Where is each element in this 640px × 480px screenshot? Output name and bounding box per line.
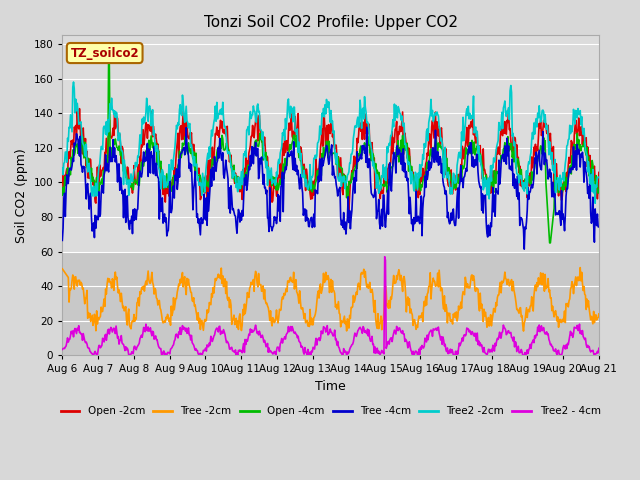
Legend: Open -2cm, Tree -2cm, Open -4cm, Tree -4cm, Tree2 -2cm, Tree2 - 4cm: Open -2cm, Tree -2cm, Open -4cm, Tree -4… [56, 402, 605, 420]
X-axis label: Time: Time [316, 380, 346, 393]
Bar [62, 252, 599, 355]
Text: TZ_soilco2: TZ_soilco2 [70, 47, 139, 60]
Y-axis label: Soil CO2 (ppm): Soil CO2 (ppm) [15, 148, 28, 243]
Title: Tonzi Soil CO2 Profile: Upper CO2: Tonzi Soil CO2 Profile: Upper CO2 [204, 15, 458, 30]
